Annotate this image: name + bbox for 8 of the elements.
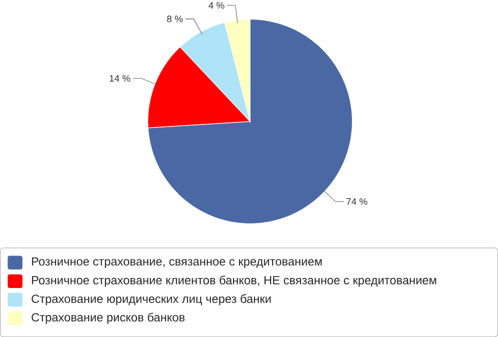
legend-label: Розничное страхование клиентов банков, НЕ связанное с кредитованием [32,276,436,287]
data-label: 4 % [208,2,224,9]
data-label: 8 % [167,16,183,22]
legend-label: Розничное страхование, связанное с кредитованием [32,257,322,268]
legend-label: Страхование юридических лиц через банки [32,294,271,306]
data-label: 74 % [346,198,368,205]
data-label: 14 % [110,75,130,82]
legend-label: Страхование рисков банков [32,312,185,324]
